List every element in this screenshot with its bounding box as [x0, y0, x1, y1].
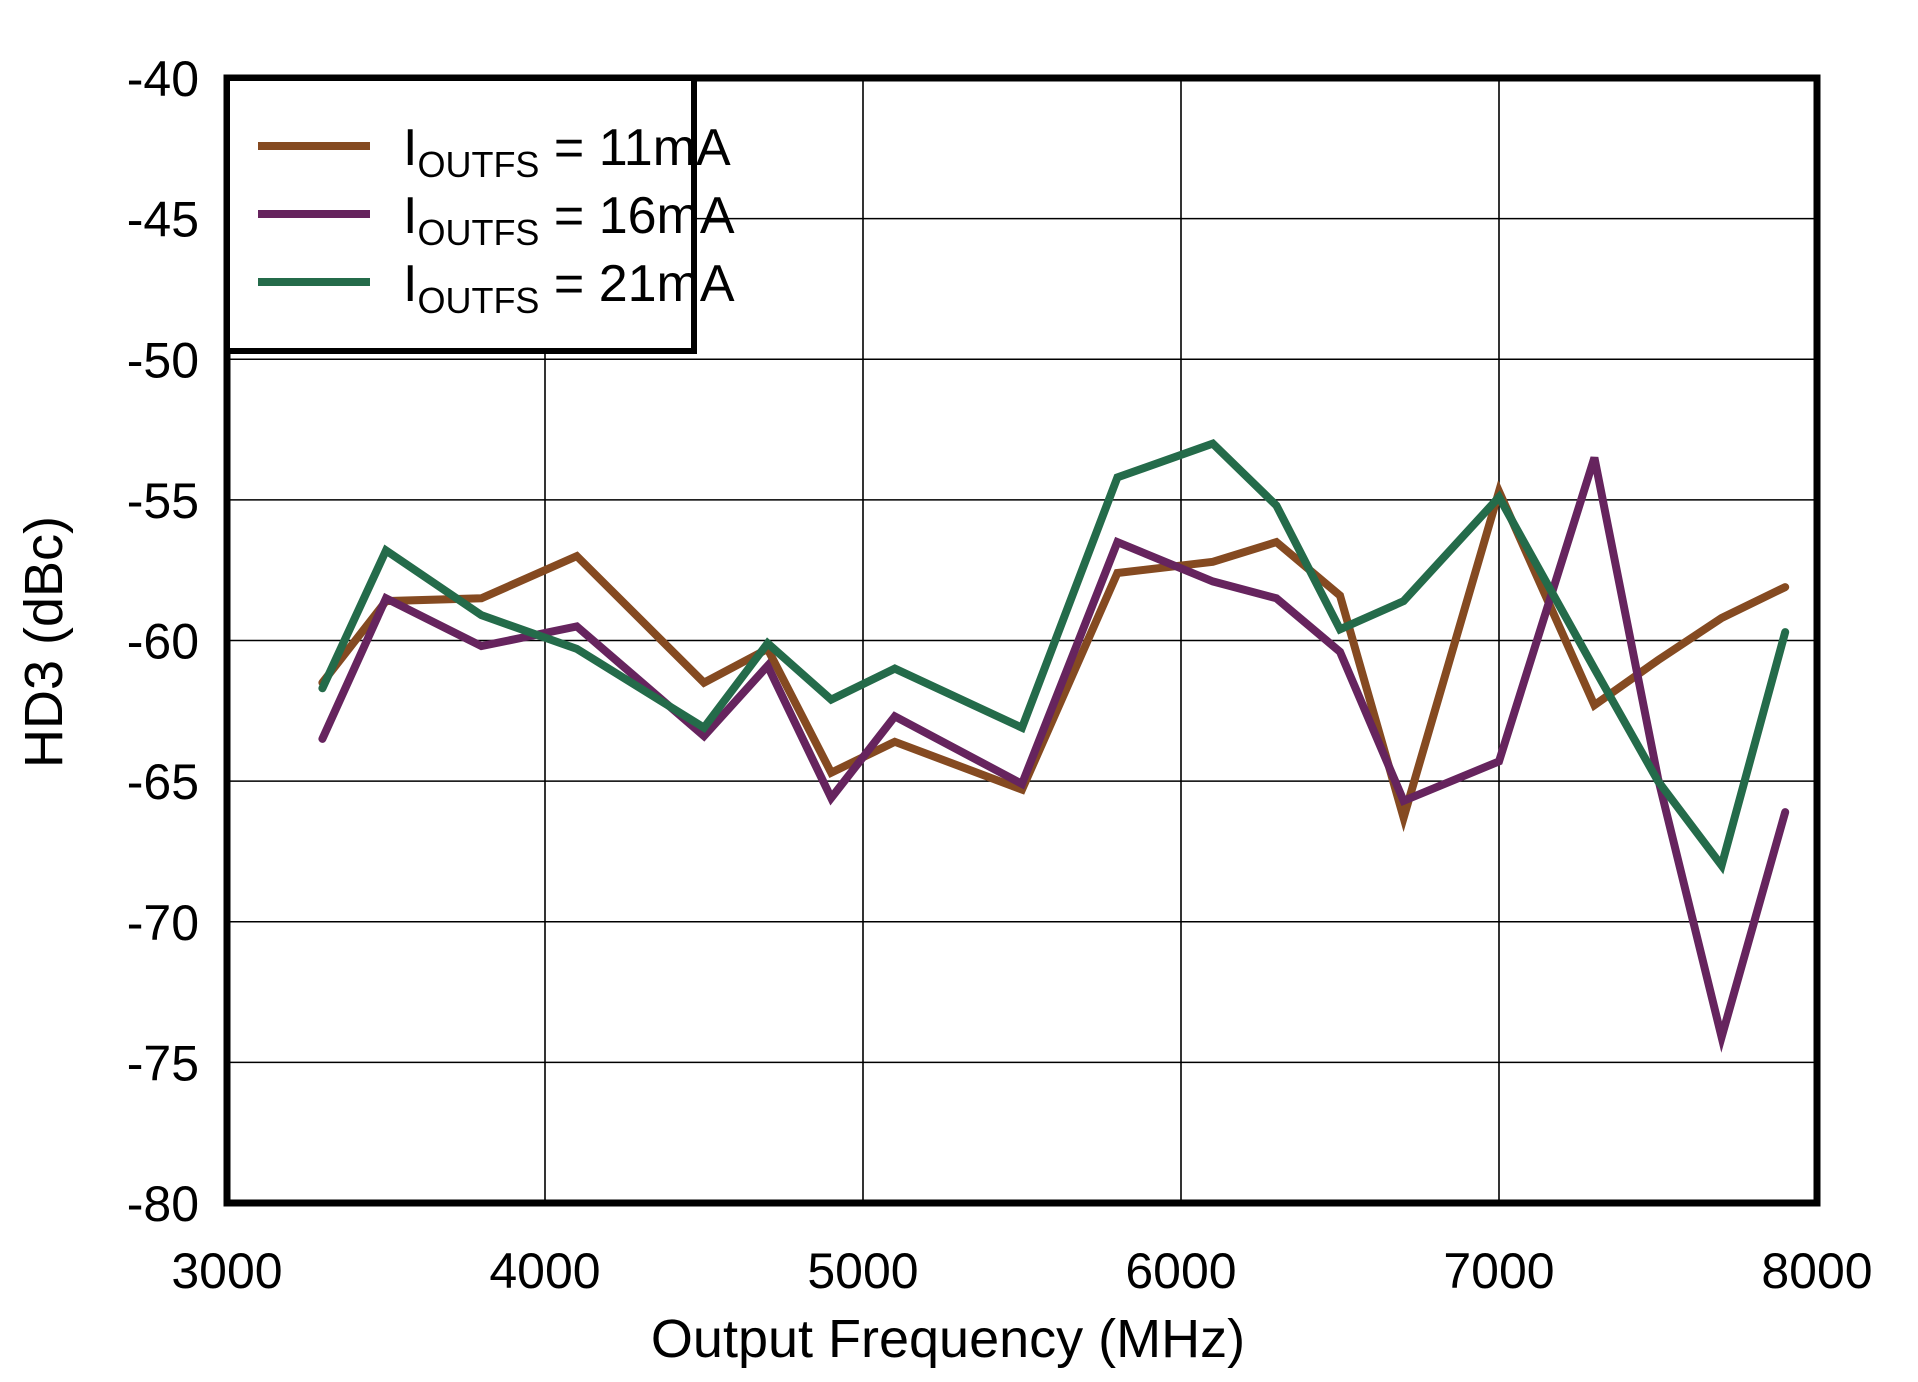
x-tick-labels: 3000 4000 5000 6000 7000 8000: [171, 1243, 1872, 1299]
y-tick-label: -45: [127, 192, 199, 248]
data-series: [318, 438, 1790, 1053]
y-tick-label: -65: [127, 754, 199, 810]
x-tick-label: 6000: [1125, 1243, 1236, 1299]
legend-label-1: IOUTFS = 11mA: [403, 119, 731, 185]
series-line-3: [318, 438, 1790, 875]
y-tick-label: -60: [127, 614, 199, 670]
x-tick-label: 3000: [171, 1243, 282, 1299]
x-tick-label: 5000: [807, 1243, 918, 1299]
series-line-2: [318, 456, 1790, 1053]
legend-label-2: IOUTFS = 16mA: [403, 187, 735, 253]
x-axis-title: Output Frequency (MHz): [651, 1309, 1245, 1369]
y-tick-label: -40: [127, 51, 199, 107]
y-tick-label: -50: [127, 332, 199, 388]
y-tick-labels: -40 -45 -50 -55 -60 -65 -70 -75 -80: [127, 51, 199, 1232]
series-line-1: [318, 479, 1790, 833]
x-tick-label: 7000: [1443, 1243, 1554, 1299]
y-tick-label: -70: [127, 895, 199, 951]
x-tick-label: 4000: [489, 1243, 600, 1299]
y-tick-label: -75: [127, 1035, 199, 1091]
legend-label-3: IOUTFS = 21mA: [403, 255, 735, 321]
y-tick-label: -55: [127, 473, 199, 529]
plot-frame: [223, 74, 1821, 1207]
x-tick-label: 8000: [1761, 1243, 1872, 1299]
y-tick-label: -80: [127, 1176, 199, 1232]
y-axis-title: HD3 (dBc): [14, 516, 74, 768]
